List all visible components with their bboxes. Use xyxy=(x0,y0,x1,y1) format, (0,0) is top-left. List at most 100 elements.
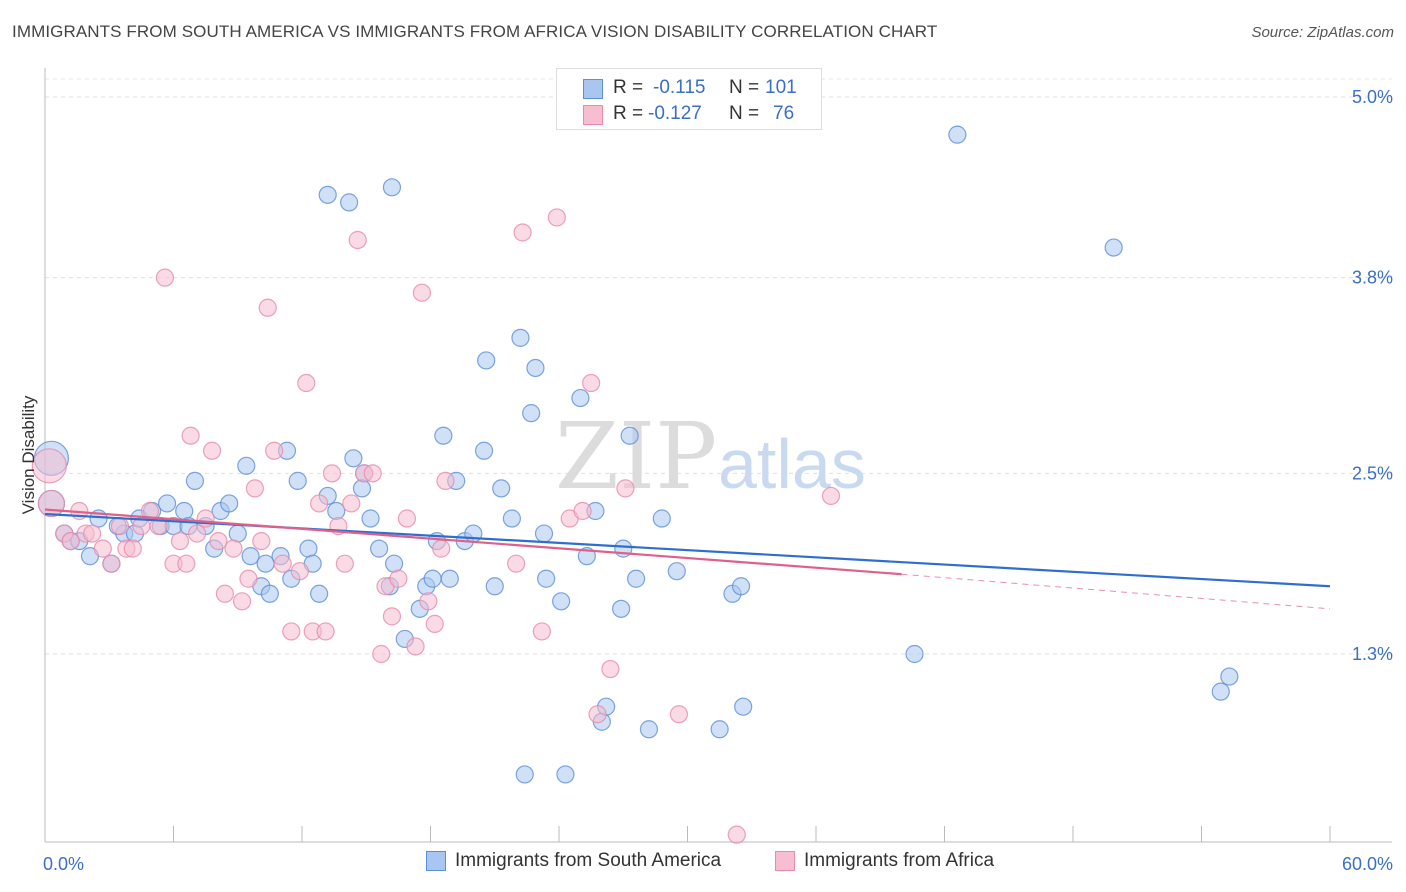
legend-item-africa[interactable]: Immigrants from Africa xyxy=(775,850,994,872)
data-point xyxy=(288,471,307,490)
data-point xyxy=(224,539,243,558)
legend-item-south-america[interactable]: Immigrants from South America xyxy=(426,850,721,872)
data-point xyxy=(556,765,575,784)
data-point xyxy=(384,554,404,573)
legend-label-africa: Immigrants from Africa xyxy=(804,850,995,871)
data-point xyxy=(425,614,444,633)
data-point xyxy=(1220,667,1239,686)
stats-row-south-america: R = -0.115 N = 101 xyxy=(557,74,821,102)
data-point xyxy=(316,622,335,641)
data-point xyxy=(601,659,620,679)
x-tick-labels: 0.0% 60.0% xyxy=(43,854,1393,874)
data-point xyxy=(905,644,924,664)
data-point xyxy=(477,351,496,370)
data-point xyxy=(485,577,504,596)
data-point xyxy=(370,539,389,558)
data-point xyxy=(382,607,402,626)
data-point xyxy=(727,825,746,844)
data-point xyxy=(83,524,102,543)
trend-line-extension xyxy=(901,573,1331,610)
data-point xyxy=(526,358,545,378)
data-point xyxy=(102,554,121,573)
data-point xyxy=(669,705,689,724)
data-point xyxy=(419,592,438,611)
data-point xyxy=(273,554,292,573)
trend-lines xyxy=(44,508,1331,610)
data-point xyxy=(340,193,359,212)
data-point xyxy=(260,584,279,603)
bottom-legend: Immigrants from South America Immigrants… xyxy=(0,850,1406,880)
legend-swatch-africa xyxy=(775,851,795,871)
data-point xyxy=(821,486,841,506)
data-point xyxy=(155,268,175,287)
x-tick-label: 0.0% xyxy=(43,854,84,874)
data-point xyxy=(502,509,521,528)
data-point xyxy=(406,637,425,656)
data-point xyxy=(220,494,239,513)
stats-n-label: N = xyxy=(729,103,760,124)
data-point xyxy=(397,509,417,528)
data-point xyxy=(318,185,337,204)
data-point xyxy=(436,471,455,490)
data-point xyxy=(258,298,277,317)
data-point xyxy=(352,479,372,498)
data-point xyxy=(37,489,66,518)
data-point xyxy=(731,577,751,596)
data-point xyxy=(434,426,453,445)
data-point xyxy=(93,539,112,558)
watermark: ZIP atlas xyxy=(555,403,866,510)
data-point xyxy=(389,569,408,588)
data-point xyxy=(335,554,354,573)
data-point xyxy=(612,599,631,618)
data-point xyxy=(547,208,566,227)
data-point xyxy=(423,569,442,588)
chart-title: IMMIGRANTS FROM SOUTH AMERICA VS IMMIGRA… xyxy=(12,22,938,41)
stats-n-value: 76 xyxy=(773,103,795,124)
y-tick-label: 3.8% xyxy=(1352,268,1393,288)
data-point xyxy=(652,509,671,528)
data-point xyxy=(265,441,284,460)
y-tick-labels: 1.3% 2.5% 3.8% 5.0% xyxy=(1352,87,1393,664)
data-point xyxy=(187,524,207,543)
data-point xyxy=(382,178,402,197)
data-point xyxy=(361,509,380,528)
data-point xyxy=(440,569,459,588)
stats-r-value: -0.127 xyxy=(648,103,702,124)
x-tick-label: 60.0% xyxy=(1342,854,1393,874)
data-point xyxy=(241,547,260,566)
data-point xyxy=(1211,682,1230,701)
stats-legend: R = -0.115 N = 101 R = -0.127 N = 76 xyxy=(556,68,822,130)
data-point xyxy=(322,464,342,483)
y-axis-label: Vision Disability xyxy=(19,395,38,514)
data-point xyxy=(245,479,264,498)
data-point xyxy=(239,569,258,588)
data-point xyxy=(348,230,367,250)
data-point xyxy=(310,494,329,513)
data-point xyxy=(573,501,592,521)
trend-line xyxy=(44,508,902,576)
data-point xyxy=(31,448,67,484)
watermark-zip: ZIP xyxy=(555,403,717,510)
data-point xyxy=(327,501,346,521)
data-point xyxy=(532,622,551,641)
data-point xyxy=(639,720,659,739)
data-point xyxy=(297,373,316,393)
source-label: Source: ZipAtlas.com xyxy=(1251,24,1394,41)
data-point xyxy=(299,539,318,558)
y-tick-label: 2.5% xyxy=(1352,463,1393,483)
data-point xyxy=(290,562,309,581)
data-point xyxy=(282,622,301,641)
data-point xyxy=(177,554,196,573)
data-point xyxy=(110,516,130,536)
stats-row-africa: R = -0.127 N = 76 xyxy=(557,100,821,128)
data-point xyxy=(232,592,252,611)
data-point xyxy=(534,524,554,543)
data-point xyxy=(1104,238,1123,257)
data-point xyxy=(616,479,635,498)
data-point xyxy=(215,584,234,603)
data-point xyxy=(202,441,222,460)
data-point xyxy=(170,531,190,551)
stats-r-value: -0.115 xyxy=(653,77,706,98)
data-point xyxy=(537,569,556,588)
